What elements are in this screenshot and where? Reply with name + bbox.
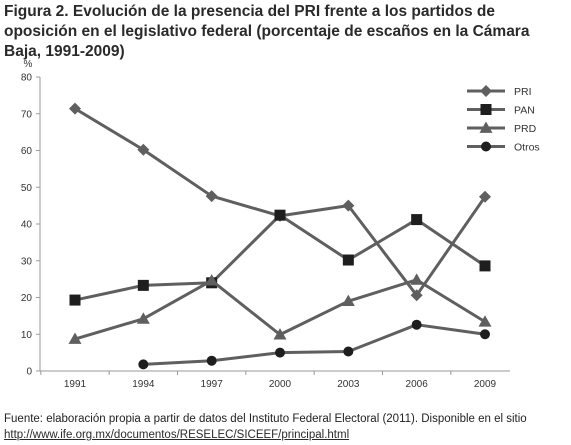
data-point-pri xyxy=(479,190,491,203)
data-point-pri xyxy=(69,102,81,115)
legend-label-pan: PAN xyxy=(514,105,535,117)
legend-item-pan: PAN xyxy=(467,104,535,117)
y-axis-unit-label: % xyxy=(24,59,33,70)
legend-marker-prd xyxy=(479,121,493,133)
figure-source: Fuente: elaboración propia a partir de d… xyxy=(4,411,567,443)
series-line-otros xyxy=(143,323,486,366)
x-tick-label: 1994 xyxy=(132,379,155,390)
x-tick-label: 1991 xyxy=(64,379,87,390)
x-tick-label: 2000 xyxy=(269,379,292,390)
data-point-otros xyxy=(480,329,490,340)
legend-item-pri: PRI xyxy=(467,85,532,98)
data-point-prd xyxy=(478,315,492,327)
data-point-pan xyxy=(411,214,423,226)
source-text: Fuente: elaboración propia a partir de d… xyxy=(4,413,527,425)
series-pri xyxy=(69,102,491,302)
legend-marker-pan xyxy=(480,104,492,115)
series-prd xyxy=(68,273,492,344)
legend: PRI PAN PRD Otros xyxy=(467,85,540,154)
data-point-otros xyxy=(138,359,149,370)
source-link[interactable]: http://www.ife.org.mx/documentos/RESELEC… xyxy=(4,429,350,441)
series-otros xyxy=(138,319,490,370)
data-point-prd xyxy=(410,273,424,285)
y-tick-label: 10 xyxy=(21,330,33,341)
legend-label-prd: PRD xyxy=(514,123,537,135)
data-point-pri xyxy=(205,190,218,203)
x-tick-label: 2006 xyxy=(406,379,429,390)
data-point-prd xyxy=(68,332,82,344)
y-tick-label: 30 xyxy=(21,256,33,267)
x-tick-label: 2003 xyxy=(337,379,360,390)
data-point-pan xyxy=(69,294,81,306)
y-tick-label: 60 xyxy=(21,146,33,157)
line-chart: % 0 10 20 30 40 50 60 70 80 1991 1994 1997 2000 2003 20… xyxy=(21,59,540,390)
y-tick-label: 50 xyxy=(21,183,33,194)
legend-label-pri: PRI xyxy=(514,86,532,98)
legend-marker-pri xyxy=(480,85,492,97)
data-point-pan xyxy=(274,209,286,221)
y-tick-label: 80 xyxy=(21,73,33,84)
x-tick-label: 1997 xyxy=(201,379,224,390)
data-point-otros xyxy=(411,319,422,330)
y-tick-label: 0 xyxy=(26,367,32,378)
y-tick-label: 40 xyxy=(21,220,33,231)
figure-title: Figura 2. Evolución de la presencia del … xyxy=(4,3,530,60)
data-point-otros xyxy=(275,347,285,358)
y-tick-label: 20 xyxy=(21,293,33,304)
legend-marker-otros xyxy=(481,141,491,152)
data-point-prd xyxy=(273,328,287,340)
data-point-pri xyxy=(342,199,355,212)
data-point-prd xyxy=(205,274,219,286)
data-point-pan xyxy=(479,260,491,272)
legend-item-prd: PRD xyxy=(467,121,537,135)
data-point-pri xyxy=(410,289,423,302)
data-point-otros xyxy=(343,346,354,357)
data-point-pan xyxy=(137,279,149,291)
y-tick-label: 70 xyxy=(21,109,33,120)
series-line-pri xyxy=(74,107,487,297)
data-point-pan xyxy=(342,254,354,266)
legend-item-otros: Otros xyxy=(467,141,540,154)
series-pan xyxy=(69,209,491,306)
data-point-prd xyxy=(341,294,355,307)
data-point-pri xyxy=(137,143,150,156)
data-point-prd xyxy=(136,312,150,324)
legend-label-otros: Otros xyxy=(514,142,540,154)
x-tick-label: 2009 xyxy=(474,379,497,390)
data-point-otros xyxy=(206,355,217,366)
